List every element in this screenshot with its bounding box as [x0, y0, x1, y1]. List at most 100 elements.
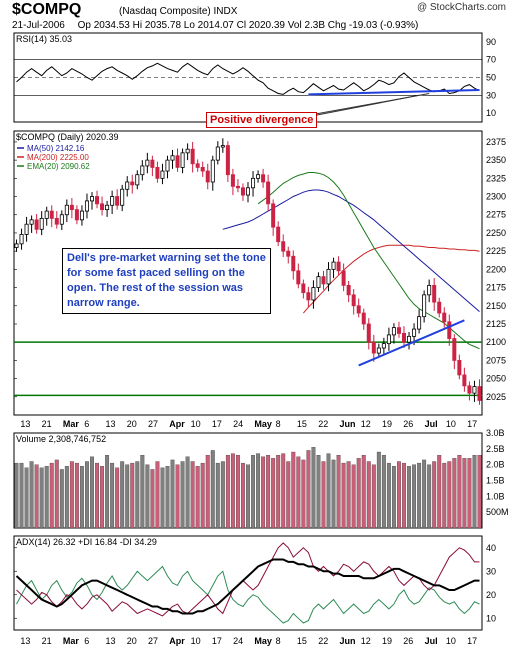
volume-bar — [376, 451, 381, 529]
symbol-title: $COMPQ — [12, 1, 82, 18]
annotation-box: Dell's pre-market warning set the tone f… — [62, 248, 271, 314]
volume-bar — [215, 462, 220, 529]
price-bar-body — [477, 386, 482, 401]
volume-bar — [140, 455, 145, 529]
volume-bar — [391, 466, 396, 529]
price-bar-body — [291, 255, 296, 272]
adx-title: ADX(14) 26.32 +DI 16.84 -DI 34.29 — [16, 537, 157, 547]
price-bar-body — [457, 359, 462, 376]
volume-bar — [225, 455, 230, 529]
adx-tick-label: 30 — [486, 566, 496, 576]
volume-bar — [457, 455, 462, 529]
volume-bar — [160, 467, 165, 529]
price-xtick-label: 13 — [105, 419, 115, 429]
price-bar-body — [84, 200, 89, 212]
price-bar-body — [432, 284, 437, 303]
adx-xtick-label: 20 — [127, 636, 137, 646]
volume-bar — [346, 461, 351, 529]
price-bar-body — [215, 146, 220, 161]
price-bar-body — [386, 334, 391, 345]
price-bar-body — [467, 385, 472, 394]
price-bar-body — [266, 181, 271, 205]
volume-bar — [271, 458, 276, 529]
price-bar-body — [105, 204, 110, 211]
volume-bar — [381, 455, 386, 529]
volume-bar — [266, 455, 271, 529]
price-bar-body — [412, 328, 417, 337]
price-bar-body — [145, 159, 150, 167]
price-bar-body — [29, 219, 34, 225]
ema20-line — [257, 172, 480, 350]
price-bar-body — [306, 292, 311, 301]
volume-bar — [185, 456, 190, 529]
price-bar-body — [34, 219, 39, 230]
price-bar-body — [120, 188, 125, 206]
volume-bar — [397, 461, 401, 529]
volume-bar — [261, 456, 266, 529]
minus-di-line — [16, 542, 480, 617]
adx-xtick-label: 19 — [382, 636, 392, 646]
adx-tick-label: 10 — [486, 613, 496, 623]
price-bar-body — [200, 167, 205, 172]
price-bar-body — [210, 159, 215, 183]
price-bar-body — [341, 270, 346, 286]
volume-bar — [366, 461, 371, 529]
price-bar-body — [175, 155, 180, 168]
volume-bar — [427, 464, 432, 529]
volume-bar — [442, 462, 447, 529]
volume-bar — [341, 462, 346, 529]
adx-tick-label: 20 — [486, 590, 496, 600]
adx-panel — [13, 535, 483, 631]
price-bar-body — [346, 284, 351, 296]
adx-xtick-label: 8 — [276, 636, 281, 646]
price-bar-body — [69, 204, 74, 211]
volume-bar — [241, 462, 245, 529]
price-bar-body — [472, 386, 477, 394]
volume-bar — [437, 455, 442, 529]
adx-xtick-label: 13 — [105, 636, 115, 646]
volume-bar — [200, 462, 205, 529]
price-xtick-label: Mar — [63, 419, 80, 429]
adx-xtick-label: 26 — [403, 636, 413, 646]
volume-bar — [195, 466, 200, 529]
price-xtick-label: 13 — [20, 419, 30, 429]
price-bar-body — [396, 327, 401, 334]
price-bar-body — [407, 335, 412, 343]
price-bar-body — [160, 170, 165, 179]
price-bar-body — [336, 261, 341, 272]
price-bar-body — [401, 333, 406, 343]
adx-xtick-label: 6 — [84, 636, 89, 646]
price-bar-body — [100, 203, 105, 211]
volume-bar — [34, 464, 39, 529]
price-xtick-label: 10 — [446, 419, 456, 429]
price-bar-body — [361, 312, 366, 325]
adx-xtick-label: 12 — [361, 636, 371, 646]
volume-bar — [462, 458, 467, 529]
price-bar-body — [235, 185, 240, 189]
volume-bar — [291, 451, 296, 529]
price-bar-body — [462, 374, 467, 387]
volume-bar — [452, 458, 457, 529]
volume-bar — [49, 462, 54, 529]
rsi-title: RSI(14) 35.03 — [16, 34, 72, 44]
price-xtick-label: 20 — [127, 419, 137, 429]
ma50-line — [222, 189, 480, 312]
price-tick-label: 2050 — [486, 374, 506, 384]
adx-xtick-label: 10 — [446, 636, 456, 646]
adx-xtick-label: Jun — [339, 636, 355, 646]
price-bar-body — [381, 343, 386, 349]
price-xtick-label: 6 — [84, 419, 89, 429]
price-bar-body — [245, 187, 250, 196]
price-xtick-label: May — [254, 419, 272, 429]
price-bar-body — [225, 145, 230, 176]
price-bar-body — [74, 209, 79, 221]
adx-xtick-label: Jul — [425, 636, 438, 646]
price-bar-body — [220, 145, 225, 148]
price-bar-body — [271, 203, 276, 228]
volume-bar — [110, 462, 115, 529]
adx-tick-label: 40 — [486, 543, 496, 553]
price-xtick-label: 26 — [403, 419, 413, 429]
volume-bar — [407, 466, 411, 529]
price-bar-body — [39, 217, 44, 230]
price-bar-body — [14, 243, 19, 248]
